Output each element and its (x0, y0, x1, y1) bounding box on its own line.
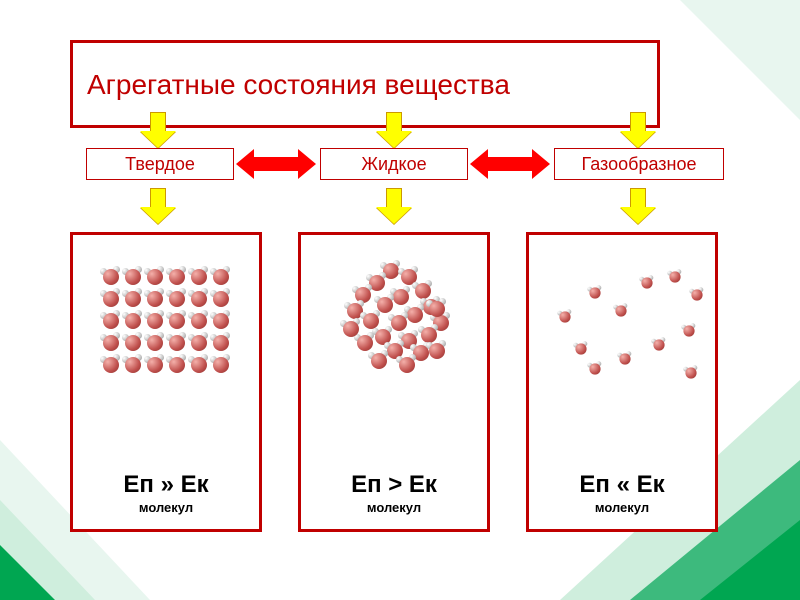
molecule-icon (682, 324, 696, 338)
molecule-icon (668, 270, 682, 284)
molecule-icon (123, 355, 143, 375)
molecule-icon (369, 351, 389, 371)
molecule-icon (640, 276, 654, 290)
molecule-icon (145, 267, 165, 287)
formula-sub: молекул (307, 500, 481, 515)
molecule-icon (189, 267, 209, 287)
molecule-icon (123, 333, 143, 353)
state-label-text: Газообразное (557, 154, 721, 175)
molecule-icon (101, 289, 121, 309)
molecule-icon (189, 333, 209, 353)
formula-block: Еп > Ек молекул (307, 471, 481, 515)
state-label-liquid: Жидкое (320, 148, 468, 180)
arrow-down-icon (376, 112, 412, 148)
molecule-icon (167, 267, 187, 287)
molecule-icon (211, 311, 231, 331)
molecule-icon (397, 355, 417, 375)
molecule-icon (145, 355, 165, 375)
molecule-icon (167, 333, 187, 353)
molecule-icon (101, 355, 121, 375)
state-label-text: Твердое (89, 154, 231, 175)
molecule-icon (123, 311, 143, 331)
state-card-gas: Еп « Ек молекул (526, 232, 718, 532)
molecule-icon (167, 289, 187, 309)
diagram-title: Агрегатные состояния вещества (87, 67, 510, 102)
molecule-icon (558, 310, 572, 324)
formula-text: Еп > Ек (307, 471, 481, 500)
molecule-icon (211, 355, 231, 375)
diagram-root: Агрегатные состояния вещества Твердое Жи… (0, 0, 800, 600)
molecule-diagram-liquid (311, 249, 477, 409)
molecule-icon (189, 355, 209, 375)
formula-sub: молекул (535, 500, 709, 515)
molecule-icon (189, 289, 209, 309)
state-label-solid: Твердое (86, 148, 234, 180)
molecule-icon (101, 311, 121, 331)
molecule-icon (167, 311, 187, 331)
arrow-double-horizontal-icon (236, 149, 316, 179)
state-card-liquid: Еп > Ек молекул (298, 232, 490, 532)
molecule-icon (618, 352, 632, 366)
molecule-icon (574, 342, 588, 356)
molecule-icon (211, 333, 231, 353)
molecule-icon (145, 311, 165, 331)
molecule-icon (123, 289, 143, 309)
molecule-icon (145, 289, 165, 309)
arrow-down-icon (140, 188, 176, 224)
molecule-icon (690, 288, 704, 302)
molecule-icon (189, 311, 209, 331)
arrow-down-icon (140, 112, 176, 148)
molecule-icon (211, 289, 231, 309)
arrow-down-icon (376, 188, 412, 224)
molecule-icon (684, 366, 698, 380)
formula-text: Еп » Ек (79, 471, 253, 500)
molecule-icon (341, 319, 361, 339)
molecule-icon (427, 341, 447, 361)
molecule-icon (588, 362, 602, 376)
molecule-diagram-solid (83, 249, 249, 409)
molecule-icon (588, 286, 602, 300)
molecule-icon (211, 267, 231, 287)
arrow-double-horizontal-icon (470, 149, 550, 179)
molecule-icon (101, 333, 121, 353)
molecule-icon (167, 355, 187, 375)
formula-block: Еп » Ек молекул (79, 471, 253, 515)
molecule-icon (614, 304, 628, 318)
arrow-down-icon (620, 112, 656, 148)
state-card-solid: Еп » Ек молекул (70, 232, 262, 532)
molecule-icon (427, 299, 447, 319)
state-label-gas: Газообразное (554, 148, 724, 180)
molecule-icon (101, 267, 121, 287)
molecule-icon (652, 338, 666, 352)
molecule-icon (123, 267, 143, 287)
formula-sub: молекул (79, 500, 253, 515)
state-label-text: Жидкое (323, 154, 465, 175)
formula-block: Еп « Ек молекул (535, 471, 709, 515)
formula-text: Еп « Ек (535, 471, 709, 500)
molecule-icon (145, 333, 165, 353)
arrow-down-icon (620, 188, 656, 224)
molecule-diagram-gas (539, 249, 705, 409)
